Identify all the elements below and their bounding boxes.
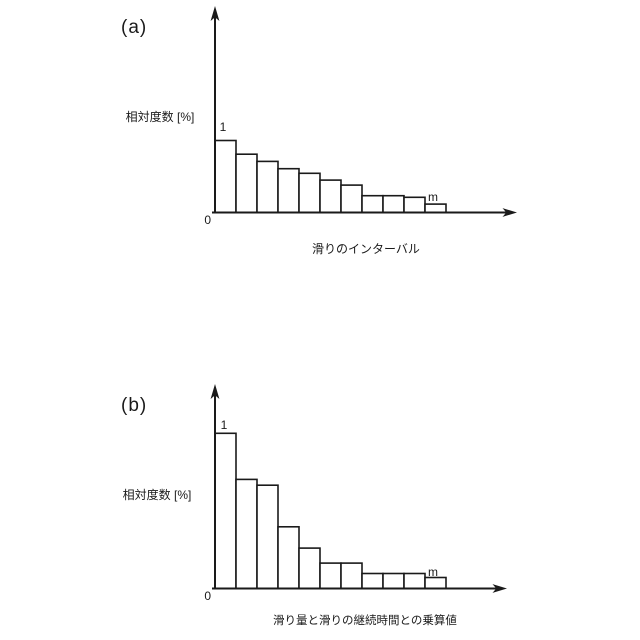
histogram-bar-10 — [403, 196, 426, 214]
histogram-bar-5 — [298, 547, 321, 590]
histogram-b: (b) 相対度数 [%] 1 0 m 滑り量と滑りの継続時間との乗算値 — [121, 384, 507, 627]
first-bin-label-b: 1 — [221, 418, 228, 432]
histogram-bar-10 — [403, 572, 426, 590]
histogram-bar-8 — [361, 194, 384, 214]
histogram-bar-7 — [340, 562, 363, 590]
panel-label-a: (a) — [121, 17, 147, 38]
last-bin-label-b: m — [428, 565, 438, 579]
first-bin-label-a: 1 — [220, 120, 227, 134]
origin-label-b: 0 — [204, 589, 211, 603]
y-axis-arrow-b — [210, 384, 220, 399]
y-axis-label-b: 相対度数 [%] — [123, 487, 192, 502]
histogram-bar-m — [424, 203, 447, 214]
x-axis-arrow-b — [492, 584, 507, 593]
histogram-bar-8 — [361, 572, 384, 590]
bars-b — [214, 432, 447, 590]
histogram-bar-7 — [340, 184, 363, 214]
last-bin-label-a: m — [428, 190, 438, 204]
x-axis-label-b: 滑り量と滑りの継続時間との乗算値 — [273, 613, 457, 627]
histogram-bar-4 — [277, 167, 300, 214]
histogram-bar-6 — [319, 562, 342, 590]
bars-a — [214, 139, 447, 214]
histogram-bar-6 — [319, 179, 342, 214]
histogram-bar-3 — [256, 160, 279, 214]
histogram-bar-5 — [298, 172, 321, 214]
y-axis-arrow-a — [210, 6, 220, 21]
histogram-bar-2 — [235, 478, 258, 590]
histogram-bar-2 — [235, 153, 258, 214]
histogram-bar-m — [424, 576, 447, 590]
x-axis-label-a: 滑りのインターバル — [312, 242, 420, 256]
histogram-bar-1 — [214, 432, 237, 590]
histogram-bar-3 — [256, 484, 279, 590]
y-axis-label-a: 相対度数 [%] — [126, 109, 195, 124]
panel-label-b: (b) — [121, 395, 147, 416]
origin-label-a: 0 — [204, 213, 211, 227]
histogram-a: (a) 相対度数 [%] 1 0 m 滑りのインターバル — [121, 6, 517, 256]
histogram-bar-9 — [382, 194, 405, 214]
histogram-bar-9 — [382, 572, 405, 590]
histogram-bar-1 — [214, 139, 237, 214]
histogram-bar-4 — [277, 525, 300, 590]
x-axis-arrow-a — [502, 208, 517, 217]
